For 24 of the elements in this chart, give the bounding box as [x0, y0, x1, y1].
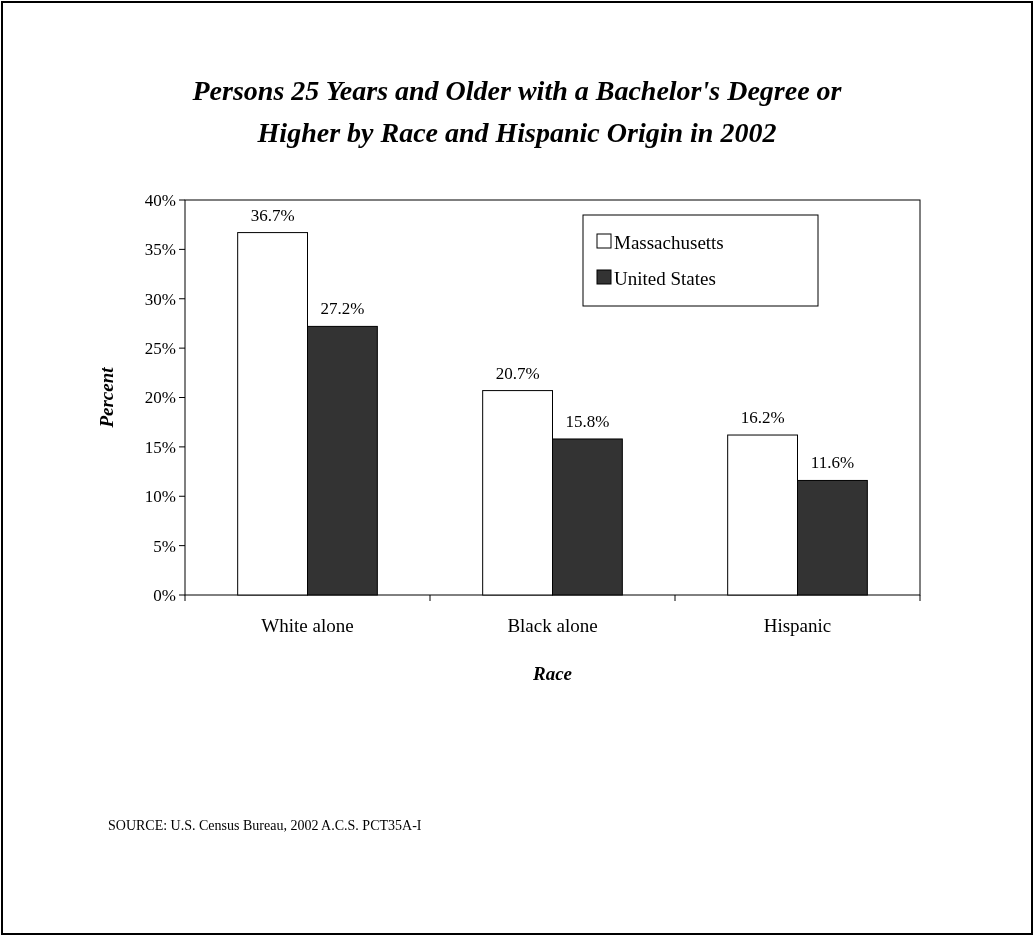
- x-tick-label: Black alone: [507, 615, 598, 636]
- data-label: 11.6%: [810, 453, 855, 473]
- source-note: SOURCE: U.S. Census Bureau, 2002 A.C.S. PCT35A-I: [108, 818, 422, 833]
- y-tick-label: 0%: [153, 585, 176, 605]
- y-tick-label: 25%: [144, 339, 176, 359]
- x-axis-title: Race: [531, 663, 573, 684]
- data-label: 36.7%: [250, 205, 295, 225]
- data-label: 27.2%: [320, 299, 365, 319]
- data-label: 16.2%: [740, 408, 785, 428]
- y-tick-label: 10%: [144, 487, 176, 507]
- chart-title: Persons 25 Years and Older with a Bachelor's Degree or Higher by Race and Hispanic Origin in 2002: [191, 75, 843, 148]
- x-tick-label: White alone: [261, 615, 354, 636]
- y-tick-label: 30%: [144, 289, 176, 309]
- y-tick-label: 40%: [144, 190, 176, 210]
- y-tick-label: 5%: [153, 536, 176, 556]
- legend-label: United States: [614, 267, 716, 289]
- y-tick-label: 35%: [144, 240, 176, 260]
- legend-label: Massachusetts: [614, 231, 724, 253]
- data-label: 20.7%: [495, 363, 540, 383]
- data-label: 15.8%: [565, 411, 610, 431]
- y-tick-label: 20%: [144, 388, 176, 408]
- y-tick-label: 15%: [144, 437, 176, 457]
- x-tick-label: Hispanic: [763, 615, 832, 636]
- y-axis-title: Percent: [96, 366, 117, 429]
